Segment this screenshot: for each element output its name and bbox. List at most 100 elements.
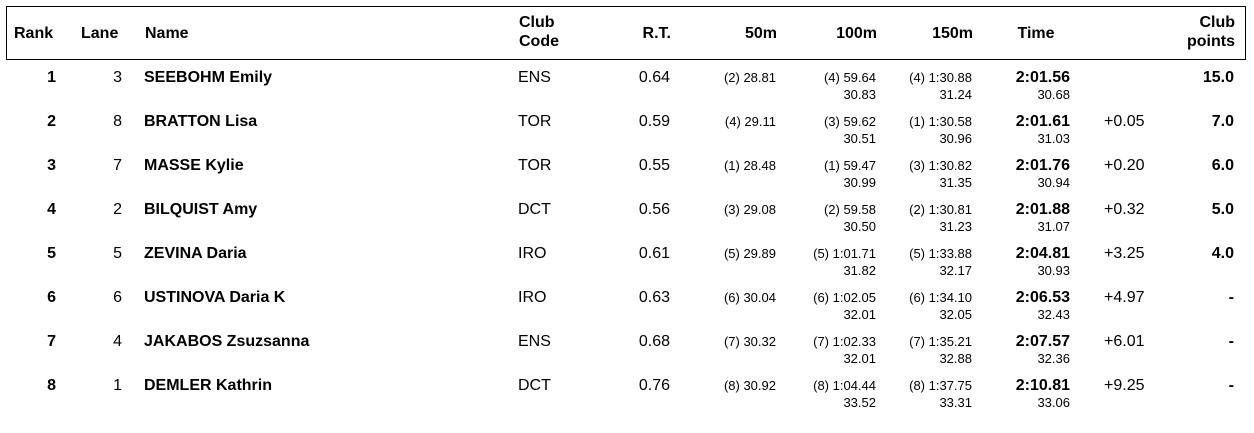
- split-time-150m: 31.24: [939, 87, 972, 102]
- swimmer-name: USTINOVA Daria K: [144, 289, 286, 306]
- table-row: 6 6 USTINOVA Daria K IRO 0.63 (6) 30.04 …: [6, 280, 1246, 324]
- split-150m-cell: (3) 1:30.82: [909, 158, 972, 173]
- final-time-cell: 2:01.76: [1015, 157, 1070, 174]
- club-code-cell: IRO: [518, 245, 547, 262]
- split-time-final: 30.94: [1037, 175, 1070, 190]
- club-code-cell: DCT: [518, 201, 551, 218]
- club-points-cell: 15.0: [1202, 69, 1234, 86]
- split-50m-cell: (2) 28.81: [723, 70, 776, 85]
- club-code-cell: ENS: [518, 69, 551, 86]
- split-150m-cell: (5) 1:33.88: [909, 246, 972, 261]
- split-100m-cell: (7) 1:02.33: [813, 334, 876, 349]
- split-time-150m: 32.17: [939, 263, 972, 278]
- header-club-code-line2: Code: [519, 33, 559, 50]
- split-time-final: 32.36: [1037, 351, 1070, 366]
- swimmer-name: DEMLER Kathrin: [144, 377, 272, 394]
- lane-cell: 4: [113, 333, 122, 350]
- lane-cell: 8: [113, 113, 122, 130]
- split-50m-cell: (7) 30.32: [723, 334, 776, 349]
- header-50m: 50m: [744, 25, 777, 42]
- lane-cell: 3: [113, 69, 122, 86]
- reaction-time-cell: 0.63: [638, 289, 670, 306]
- table-header: Rank Lane Name Club Code R.T. 50m 100m 1…: [6, 6, 1246, 60]
- final-time-cell: 2:06.53: [1015, 289, 1070, 306]
- table-row: 2 8 BRATTON Lisa TOR 0.59 (4) 29.11 (3) …: [6, 104, 1246, 148]
- split-time-final: 31.07: [1037, 219, 1070, 234]
- table-row: 7 4 JAKABOS Zsuzsanna ENS 0.68 (7) 30.32…: [6, 324, 1246, 368]
- swimmer-name: BILQUIST Amy: [144, 201, 258, 218]
- time-behind-cell: +3.25: [1104, 245, 1145, 262]
- time-behind-cell: +0.05: [1104, 113, 1145, 130]
- table-row: 3 7 MASSE Kylie TOR 0.55 (1) 28.48 (1) 5…: [6, 148, 1246, 192]
- header-name: Name: [145, 25, 189, 42]
- final-time-cell: 2:07.57: [1015, 333, 1070, 350]
- club-code-cell: TOR: [518, 157, 552, 174]
- split-150m-cell: (1) 1:30.58: [909, 114, 972, 129]
- split-50m-cell: (3) 29.08: [723, 202, 776, 217]
- time-behind-cell: +4.97: [1104, 289, 1145, 306]
- time-behind-cell: +9.25: [1104, 377, 1145, 394]
- split-150m-cell: (8) 1:37.75: [909, 378, 972, 393]
- final-time-cell: 2:04.81: [1015, 245, 1070, 262]
- rank-cell: 7: [47, 333, 56, 350]
- split-100m-cell: (5) 1:01.71: [813, 246, 876, 261]
- split-time-150m: 33.31: [939, 395, 972, 410]
- lane-cell: 6: [113, 289, 122, 306]
- split-time-100m: 30.83: [843, 87, 876, 102]
- split-100m-cell: (3) 59.62: [823, 114, 876, 129]
- club-points-cell: -: [1228, 377, 1234, 394]
- final-time-cell: 2:10.81: [1015, 377, 1070, 394]
- reaction-time-cell: 0.61: [638, 245, 670, 262]
- reaction-time-cell: 0.59: [638, 113, 670, 130]
- swimmer-name: SEEBOHM Emily: [144, 69, 273, 86]
- club-points-cell: 7.0: [1211, 113, 1234, 130]
- rank-cell: 6: [47, 289, 56, 306]
- reaction-time-cell: 0.76: [638, 377, 670, 394]
- swimmer-name: MASSE Kylie: [144, 157, 244, 174]
- split-time-100m: 30.99: [843, 175, 876, 190]
- split-50m-cell: (8) 30.92: [723, 378, 776, 393]
- reaction-time-cell: 0.55: [638, 157, 670, 174]
- swimmer-name: ZEVINA Daria: [144, 245, 247, 262]
- rank-cell: 3: [47, 157, 56, 174]
- swimmer-name: BRATTON Lisa: [144, 113, 258, 130]
- split-time-final: 31.03: [1037, 131, 1070, 146]
- split-time-final: 30.93: [1037, 263, 1070, 278]
- header-150m: 150m: [932, 25, 973, 42]
- header-club-points-line2: points: [1187, 33, 1235, 50]
- club-code-cell: TOR: [518, 113, 552, 130]
- header-lane: Lane: [81, 25, 119, 42]
- club-points-cell: -: [1228, 289, 1234, 306]
- table-body: 1 3 SEEBOHM Emily ENS 0.64 (2) 28.81 (4)…: [6, 60, 1246, 412]
- split-time-100m: 30.50: [843, 219, 876, 234]
- club-code-cell: ENS: [518, 333, 551, 350]
- club-points-cell: 4.0: [1211, 245, 1234, 262]
- split-150m-cell: (7) 1:35.21: [909, 334, 972, 349]
- results-table: Rank Lane Name Club Code R.T. 50m 100m 1…: [6, 6, 1246, 412]
- final-time-cell: 2:01.88: [1015, 201, 1070, 218]
- final-time-cell: 2:01.56: [1015, 69, 1070, 86]
- split-100m-cell: (8) 1:04.44: [813, 378, 876, 393]
- reaction-time-cell: 0.64: [638, 69, 670, 86]
- header-club-code-line1: Club: [519, 14, 555, 31]
- club-points-cell: -: [1228, 333, 1234, 350]
- split-150m-cell: (6) 1:34.10: [909, 290, 972, 305]
- header-rank: Rank: [14, 25, 54, 42]
- rank-cell: 5: [47, 245, 56, 262]
- split-time-100m: 31.82: [843, 263, 876, 278]
- header-100m: 100m: [836, 25, 877, 42]
- rank-cell: 2: [47, 113, 56, 130]
- split-100m-cell: (6) 1:02.05: [813, 290, 876, 305]
- time-behind-cell: +6.01: [1104, 333, 1145, 350]
- split-50m-cell: (6) 30.04: [723, 290, 776, 305]
- table-row: 4 2 BILQUIST Amy DCT 0.56 (3) 29.08 (2) …: [6, 192, 1246, 236]
- split-time-final: 33.06: [1037, 395, 1070, 410]
- split-time-150m: 31.35: [939, 175, 972, 190]
- club-code-cell: DCT: [518, 377, 551, 394]
- header-club-code: Club Code: [519, 13, 559, 51]
- split-time-150m: 32.88: [939, 351, 972, 366]
- split-100m-cell: (1) 59.47: [823, 158, 876, 173]
- split-50m-cell: (5) 29.89: [723, 246, 776, 261]
- split-time-150m: 30.96: [939, 131, 972, 146]
- table-row: 8 1 DEMLER Kathrin DCT 0.76 (8) 30.92 (8…: [6, 368, 1246, 412]
